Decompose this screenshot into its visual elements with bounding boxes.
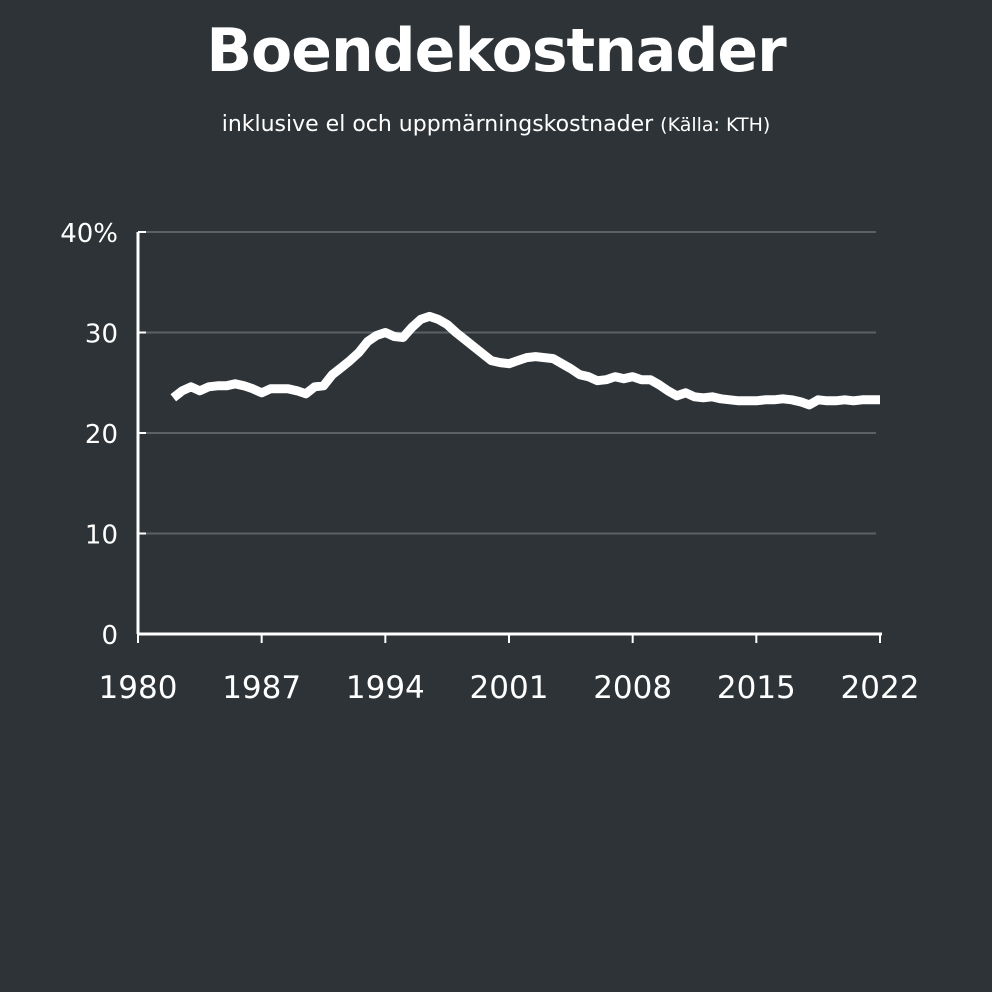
y-tick-label: 40% (60, 219, 118, 249)
x-tick-label: 1980 (99, 670, 178, 706)
x-tick-label: 1994 (346, 670, 425, 706)
grid-layer (138, 231, 876, 535)
series-line (170, 311, 880, 410)
tick-labels: 0 10 20 30 40% 1980 1987 1994 2001 2008 2015 2022 (60, 219, 919, 706)
x-tick-label: 1987 (222, 670, 301, 706)
axis-layer (136, 231, 882, 643)
x-tick-label: 2015 (717, 670, 796, 706)
source-note: (Källa: KTH) (660, 114, 771, 136)
y-tick-label: 10 (85, 521, 118, 551)
y-tick-label: 0 (101, 621, 118, 651)
x-tick-label: 2022 (841, 670, 920, 706)
chart-title: Boendekostnader (206, 16, 786, 86)
series-layer (170, 311, 880, 410)
x-tick-label: 2008 (593, 670, 672, 706)
y-tick-label: 30 (85, 320, 118, 350)
x-tick-label: 2001 (470, 670, 549, 706)
chart-subtitle: inklusive el och uppmärningskostnader (K… (0, 112, 992, 137)
subtitle-text: inklusive el och uppmärningskostnader (221, 112, 654, 137)
y-tick-label: 20 (85, 420, 118, 450)
